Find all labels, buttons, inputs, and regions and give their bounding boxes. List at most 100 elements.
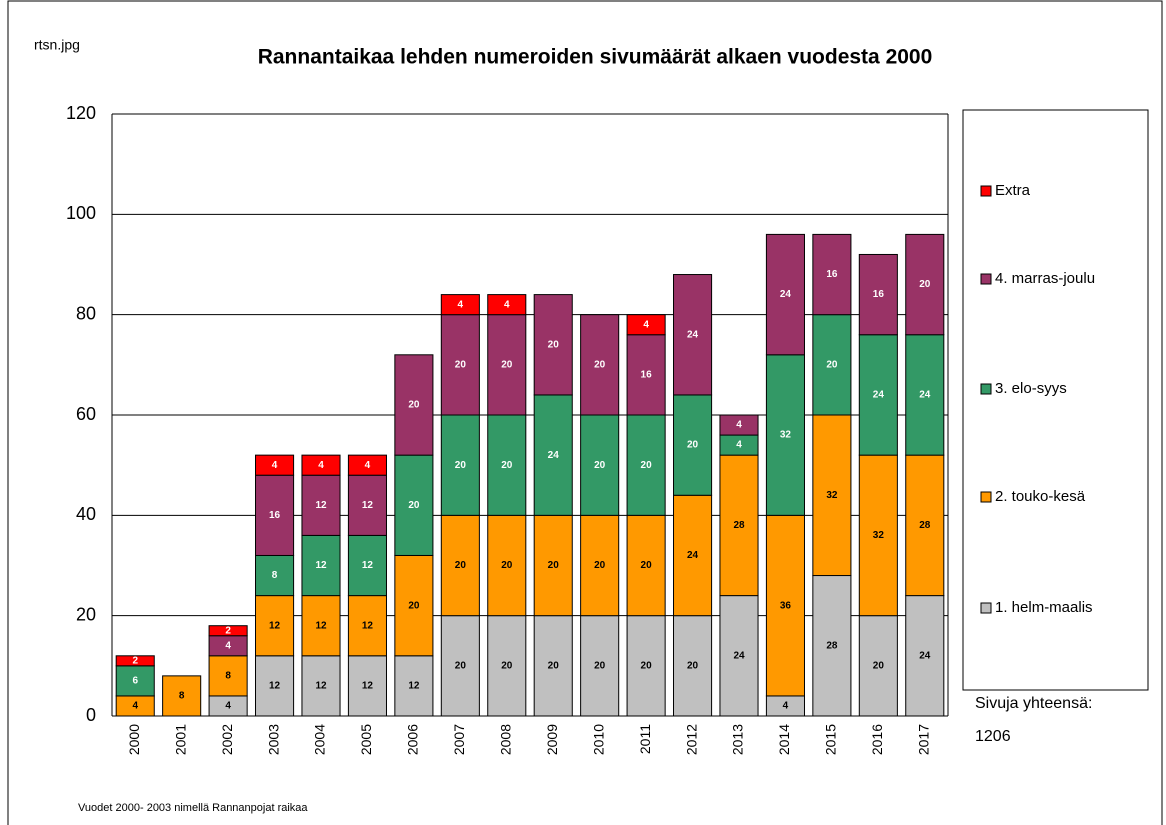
bar-segment — [255, 454, 295, 476]
bar-segment — [765, 514, 805, 697]
bar-segment — [208, 625, 248, 637]
segment-label: 32 — [873, 530, 885, 541]
bar-segment — [673, 494, 713, 617]
bar-segment — [255, 595, 295, 657]
legend-label: 3. elo-syys — [995, 380, 1067, 397]
bar-segment — [626, 314, 666, 336]
bar-segment — [440, 314, 480, 416]
bar-segment — [812, 575, 852, 717]
y-tick-label: 80 — [76, 303, 96, 323]
segment-label: 20 — [641, 660, 653, 671]
segment-label: 24 — [733, 650, 745, 661]
segment-label: 16 — [873, 289, 885, 300]
y-tick-label: 40 — [76, 504, 96, 524]
x-tick-label: 2005 — [358, 724, 374, 755]
bar-segment — [533, 394, 573, 516]
bar-segment — [394, 354, 434, 456]
segment-label: 20 — [873, 660, 885, 671]
bar-segment — [347, 474, 387, 536]
bar-segment — [812, 314, 852, 416]
bar-segment — [858, 615, 898, 717]
segment-label: 20 — [548, 660, 560, 671]
bar-segment — [858, 334, 898, 456]
segment-label: 20 — [641, 460, 653, 471]
bar-segment — [440, 414, 480, 516]
legend-swatch — [980, 185, 992, 197]
y-tick-label: 0 — [86, 705, 96, 725]
bar-segment — [905, 595, 945, 717]
bar-segment — [533, 294, 573, 396]
bar-segment — [487, 314, 527, 416]
segment-label: 20 — [594, 660, 606, 671]
x-tick-label: 2013 — [730, 724, 746, 755]
bar-segment — [440, 514, 480, 617]
bar-segment — [347, 454, 387, 476]
bar-segment — [812, 233, 852, 316]
bar-segment — [858, 253, 898, 336]
legend-swatch — [980, 491, 992, 503]
segment-label: 32 — [780, 430, 792, 441]
segment-label: 20 — [408, 500, 420, 511]
segment-label: 20 — [641, 560, 653, 571]
segment-label: 4 — [318, 460, 324, 471]
bar-segment — [858, 454, 898, 617]
bar-segment — [394, 454, 434, 556]
bar-segment — [580, 414, 620, 516]
bar-segment — [673, 274, 713, 396]
x-tick-label: 2004 — [312, 724, 328, 755]
bar-segment — [533, 615, 573, 717]
segment-label: 16 — [826, 269, 838, 280]
segment-label: 8 — [179, 691, 185, 702]
segment-label: 24 — [919, 390, 931, 401]
bar-segment — [347, 595, 387, 657]
segment-label: 4 — [365, 460, 371, 471]
footnote: Vuodet 2000- 2003 nimellä Rannanpojat ra… — [78, 802, 308, 814]
bar-segment — [301, 655, 341, 717]
segment-label: 20 — [687, 660, 699, 671]
segment-label: 8 — [225, 671, 231, 682]
x-tick-label: 2010 — [590, 724, 606, 755]
segment-label: 28 — [733, 520, 745, 531]
segment-label: 4 — [504, 299, 510, 310]
segment-label: 16 — [269, 510, 281, 521]
x-tick-label: 2000 — [126, 724, 142, 755]
y-tick-label: 120 — [66, 103, 96, 123]
segment-label: 28 — [826, 640, 838, 651]
segment-label: 4 — [643, 319, 649, 330]
segment-label: 2 — [132, 655, 138, 666]
bar-segment — [580, 314, 620, 416]
x-tick-label: 2006 — [405, 724, 421, 755]
segment-label: 20 — [548, 339, 560, 350]
y-tick-label: 20 — [76, 604, 96, 624]
segment-label: 12 — [269, 681, 281, 692]
legend-box — [962, 109, 1149, 691]
segment-label: 20 — [594, 359, 606, 370]
bar-segment — [440, 615, 480, 717]
segment-label: 20 — [455, 560, 467, 571]
x-tick-label: 2002 — [219, 724, 235, 755]
segment-label: 4 — [272, 460, 278, 471]
segment-label: 24 — [687, 550, 699, 561]
segment-label: 28 — [919, 520, 931, 531]
bar-segment — [626, 514, 666, 617]
segment-label: 12 — [269, 620, 281, 631]
bar-segment — [673, 615, 713, 717]
bar-segment — [487, 514, 527, 617]
segment-label: 12 — [362, 500, 374, 511]
bar-segment — [115, 665, 155, 697]
segment-label: 20 — [501, 560, 513, 571]
bar-segment — [719, 414, 759, 436]
segment-label: 12 — [408, 681, 420, 692]
segment-label: 20 — [501, 660, 513, 671]
y-tick-label: 60 — [76, 404, 96, 424]
x-tick-label: 2011 — [637, 724, 653, 754]
x-tick-label: 2016 — [869, 724, 885, 755]
segment-label: 20 — [687, 440, 699, 451]
x-tick-label: 2001 — [172, 724, 188, 755]
segment-label: 20 — [548, 560, 560, 571]
x-tick-label: 2012 — [683, 724, 699, 755]
bar-segment — [115, 655, 155, 667]
frame — [7, 0, 1163, 825]
segment-label: 4 — [225, 701, 231, 712]
segment-label: 20 — [501, 359, 513, 370]
